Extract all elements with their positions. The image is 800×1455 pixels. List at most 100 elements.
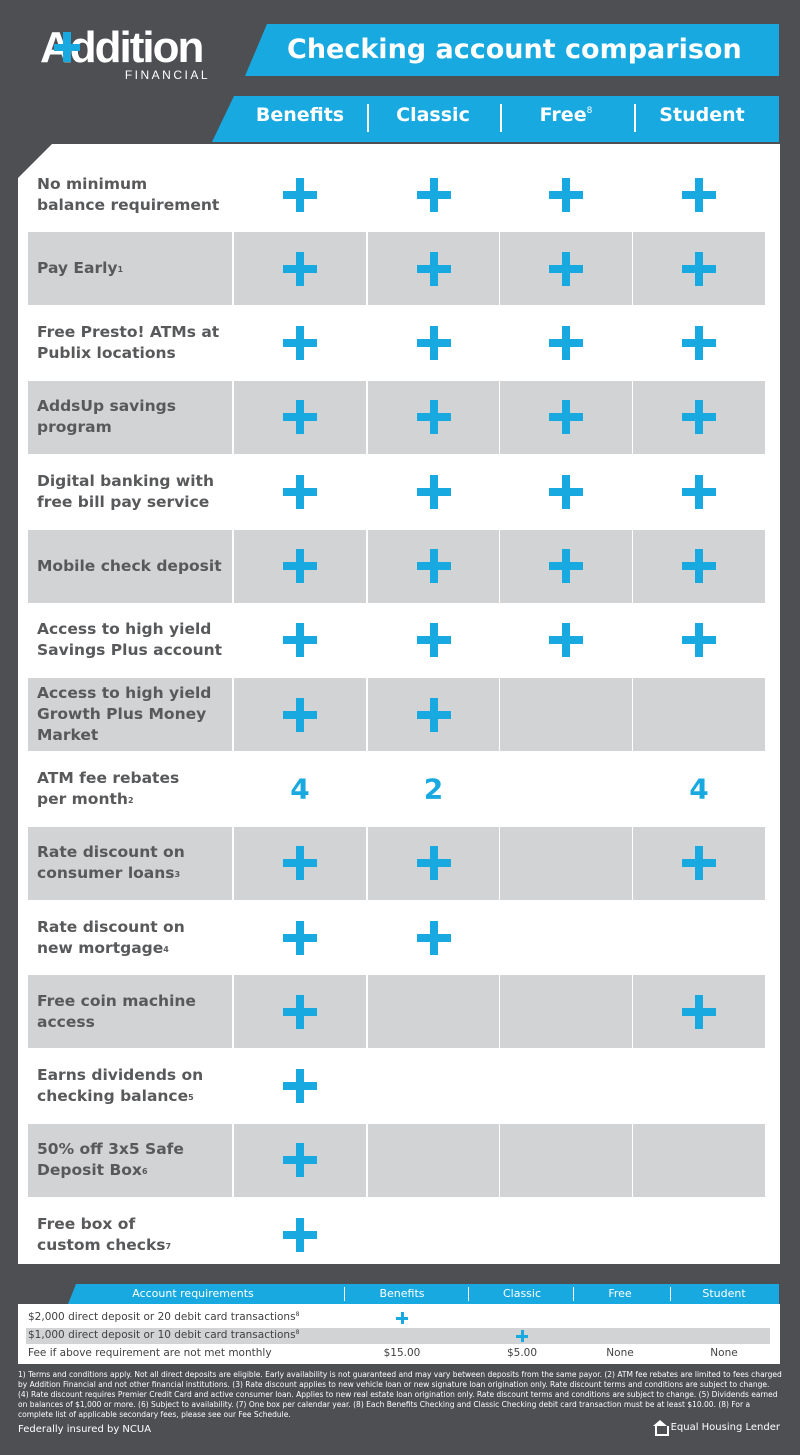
table-cell: [368, 380, 499, 454]
table-cell: [633, 1050, 765, 1123]
table-cell: [633, 975, 765, 1049]
plus-icon: [416, 697, 451, 732]
plus-icon: [682, 474, 716, 509]
house-icon: [652, 1420, 669, 1436]
plus-icon: [682, 326, 716, 361]
footnote-marker: 6: [141, 1167, 148, 1177]
table-row: Free box of custom checks7: [28, 1198, 765, 1271]
addition-financial-logo: Addition FINANCIAL: [40, 26, 218, 83]
row-label-line: Rate discount on: [37, 917, 185, 936]
table-cell: [633, 901, 765, 974]
plus-icon: [283, 549, 317, 583]
plus-icon: [549, 623, 583, 658]
table-row: Mobile check deposit: [28, 529, 765, 603]
plus-icon: [416, 846, 451, 881]
requirements-label-text: $2,000 direct deposit or 20 debit card t…: [28, 1311, 296, 1323]
table-cell: 4: [234, 752, 366, 825]
plus-icon: [549, 549, 583, 583]
table-cell: [633, 1198, 765, 1271]
footnote-marker: 4: [163, 944, 169, 954]
row-label-line: 50% off 3x5 Safe: [37, 1140, 184, 1159]
plus-icon: [283, 1143, 317, 1178]
plus-icon: [682, 623, 716, 658]
plus-icon: [682, 400, 716, 435]
table-cell: [633, 158, 765, 231]
row-label: Digital banking with free bill pay servic…: [37, 455, 257, 528]
requirements-value: None: [606, 1347, 634, 1359]
table-cell: [500, 307, 632, 380]
requirements-separator: [670, 1287, 671, 1301]
requirements-label: $1,000 direct deposit or 10 debit card t…: [28, 1329, 299, 1341]
row-label-line: per month: [37, 789, 128, 808]
table-row: Access to high yield Growth Plus Money Mar…: [28, 678, 765, 752]
row-label-line: Earns dividends on: [37, 1066, 204, 1085]
row-label-line: Market: [37, 726, 99, 745]
footnote-marker: 5: [188, 1093, 194, 1103]
table-cell: [368, 1123, 499, 1197]
requirements-table: $2,000 direct deposit or 20 debit card t…: [18, 1304, 780, 1364]
table-cell: [368, 1198, 499, 1271]
table-cell: [234, 529, 366, 603]
plus-icon: [682, 251, 716, 286]
row-label-line: Savings Plus account: [37, 641, 223, 660]
row-label-cell: [28, 1123, 232, 1197]
table-cell: [234, 1198, 366, 1271]
row-label-line: new mortgage: [37, 938, 164, 957]
column-header-label: Free: [539, 104, 587, 126]
row-label-line: Digital banking with: [37, 471, 214, 490]
footnote-marker: 8: [295, 1311, 300, 1318]
plus-icon: [682, 549, 716, 583]
table-cell: [500, 678, 632, 752]
table-row: Free coin machine access: [28, 975, 765, 1049]
table-cell: 4: [633, 752, 765, 825]
table-cell: [633, 1123, 765, 1197]
table-cell: [234, 1050, 366, 1123]
table-cell: [500, 1123, 632, 1197]
row-label-line: Deposit Box: [37, 1161, 142, 1180]
column-separator: [634, 104, 636, 132]
requirements-header-0: Account requirements: [132, 1287, 254, 1300]
requirements-header-1: Benefits: [379, 1287, 425, 1300]
row-label-line: AddsUp savings: [37, 397, 176, 416]
plus-icon: [283, 177, 317, 212]
column-header-label: Benefits: [255, 104, 345, 126]
table-cell: [633, 307, 765, 380]
table-cell: [500, 232, 632, 306]
plus-icon: [416, 920, 451, 955]
footnote-marker: 8: [295, 1329, 300, 1336]
table-row: Digital banking with free bill pay servic…: [28, 455, 765, 528]
table-cell: [500, 604, 632, 677]
plus-icon: [416, 177, 451, 212]
row-label-line: consumer loans: [37, 864, 175, 883]
plus-icon: [283, 251, 317, 286]
table-cell: [234, 975, 366, 1049]
plus-icon: [283, 846, 317, 881]
table-cell: [234, 678, 366, 752]
requirements-header-4: Student: [702, 1287, 746, 1300]
table-cell: [234, 232, 366, 306]
plus-icon: [416, 400, 451, 435]
requirements-label: Fee if above requirement are not met mon…: [28, 1347, 272, 1359]
row-label-cell: [28, 826, 232, 900]
logo-plus-icon: [54, 32, 80, 62]
table-row: AddsUp savings program: [28, 380, 765, 454]
plus-icon: [283, 1217, 317, 1252]
row-label-line: Access to high yield: [37, 620, 212, 639]
row-label-line: access: [37, 1012, 95, 1031]
row-label-line: balance requirement: [37, 195, 220, 214]
row-label-line: Pay Early: [37, 259, 118, 278]
column-header-label: Classic: [396, 104, 470, 126]
footnote-marker: 1: [117, 265, 124, 275]
table-row: 4 2 4 ATM fee rebates per month2: [28, 752, 765, 825]
requirements-header-2: Classic: [502, 1287, 542, 1300]
table-cell: [633, 678, 765, 752]
column-header-benefits: Benefits: [240, 104, 360, 126]
plus-icon: [516, 1330, 528, 1342]
table-cell: [500, 529, 632, 603]
disclaimer-text: 1) Terms and conditions apply. Not all d…: [18, 1370, 782, 1419]
requirements-value: None: [710, 1347, 738, 1359]
row-label: ATM fee rebates per month2: [37, 752, 257, 825]
table-cell: [234, 307, 366, 380]
table-cell: [500, 901, 632, 974]
plus-icon: [682, 846, 716, 881]
